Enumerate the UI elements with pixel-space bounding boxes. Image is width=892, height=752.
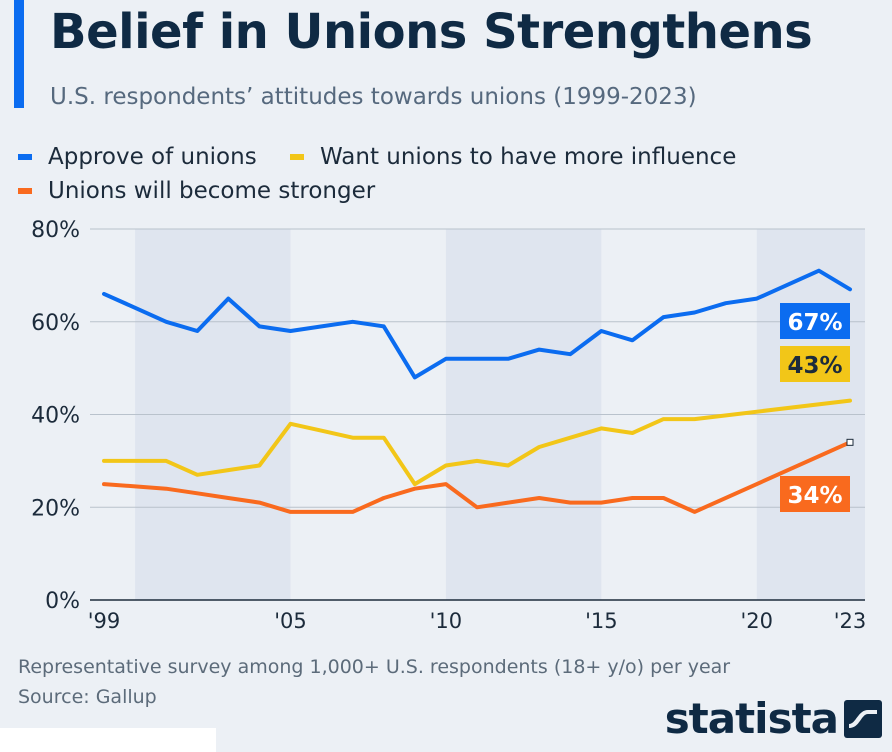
end-label-box-approve — [780, 303, 850, 339]
legend-item-stronger: Unions will become stronger — [18, 174, 375, 208]
end-label-influence: 43% — [787, 353, 842, 379]
y-tick-label: 40% — [31, 404, 80, 429]
corner-strip — [0, 728, 216, 752]
x-tick-label: '10 — [430, 609, 463, 633]
x-tick-label: '99 — [88, 609, 121, 633]
end-label-approve: 67% — [787, 310, 842, 336]
statista-logo-text: statista — [664, 694, 839, 743]
line-chart: 0% 20% 40% 60% 80% '99 '05 '10 '15 '20 '23 67% 43% 34… — [31, 218, 867, 633]
end-label-box-stronger — [780, 476, 850, 512]
legend: Approve of unions Want unions to have mo… — [18, 140, 878, 208]
legend-label-influence: Want unions to have more influence — [320, 144, 737, 170]
legend-item-approve: Approve of unions — [18, 140, 257, 174]
legend-swatch-stronger — [18, 188, 32, 194]
end-label-box-influence — [780, 346, 850, 382]
end-point-marker — [846, 438, 854, 446]
end-label-stronger: 34% — [787, 483, 842, 509]
x-tick-label: '20 — [741, 609, 774, 633]
y-tick-label: 0% — [45, 589, 80, 614]
legend-swatch-influence — [290, 154, 304, 160]
y-tick-label: 20% — [31, 496, 80, 521]
y-tick-label: 80% — [31, 218, 80, 243]
y-tick-label: 60% — [31, 311, 80, 336]
series-line-influence — [102, 398, 852, 487]
footer-source: Source: Gallup — [18, 686, 157, 708]
accent-bar — [14, 0, 24, 108]
statista-logo-icon — [844, 699, 882, 738]
series-line-approve — [102, 268, 852, 380]
legend-item-influence: Want unions to have more influence — [290, 140, 736, 174]
x-tick-label: '05 — [274, 609, 307, 633]
chart-subtitle: U.S. respondents’ attitudes towards unio… — [50, 84, 697, 110]
legend-label-stronger: Unions will become stronger — [48, 178, 376, 204]
x-tick-label: '15 — [585, 609, 618, 633]
footer-note: Representative survey among 1,000+ U.S. … — [18, 656, 731, 678]
statista-logo[interactable]: statista — [665, 694, 882, 743]
chart-title: Belief in Unions Strengthens — [50, 4, 813, 60]
legend-label-approve: Approve of unions — [48, 144, 257, 170]
series-line-stronger — [102, 440, 852, 514]
x-tick-label: '23 — [834, 609, 867, 633]
legend-swatch-approve — [18, 154, 32, 160]
